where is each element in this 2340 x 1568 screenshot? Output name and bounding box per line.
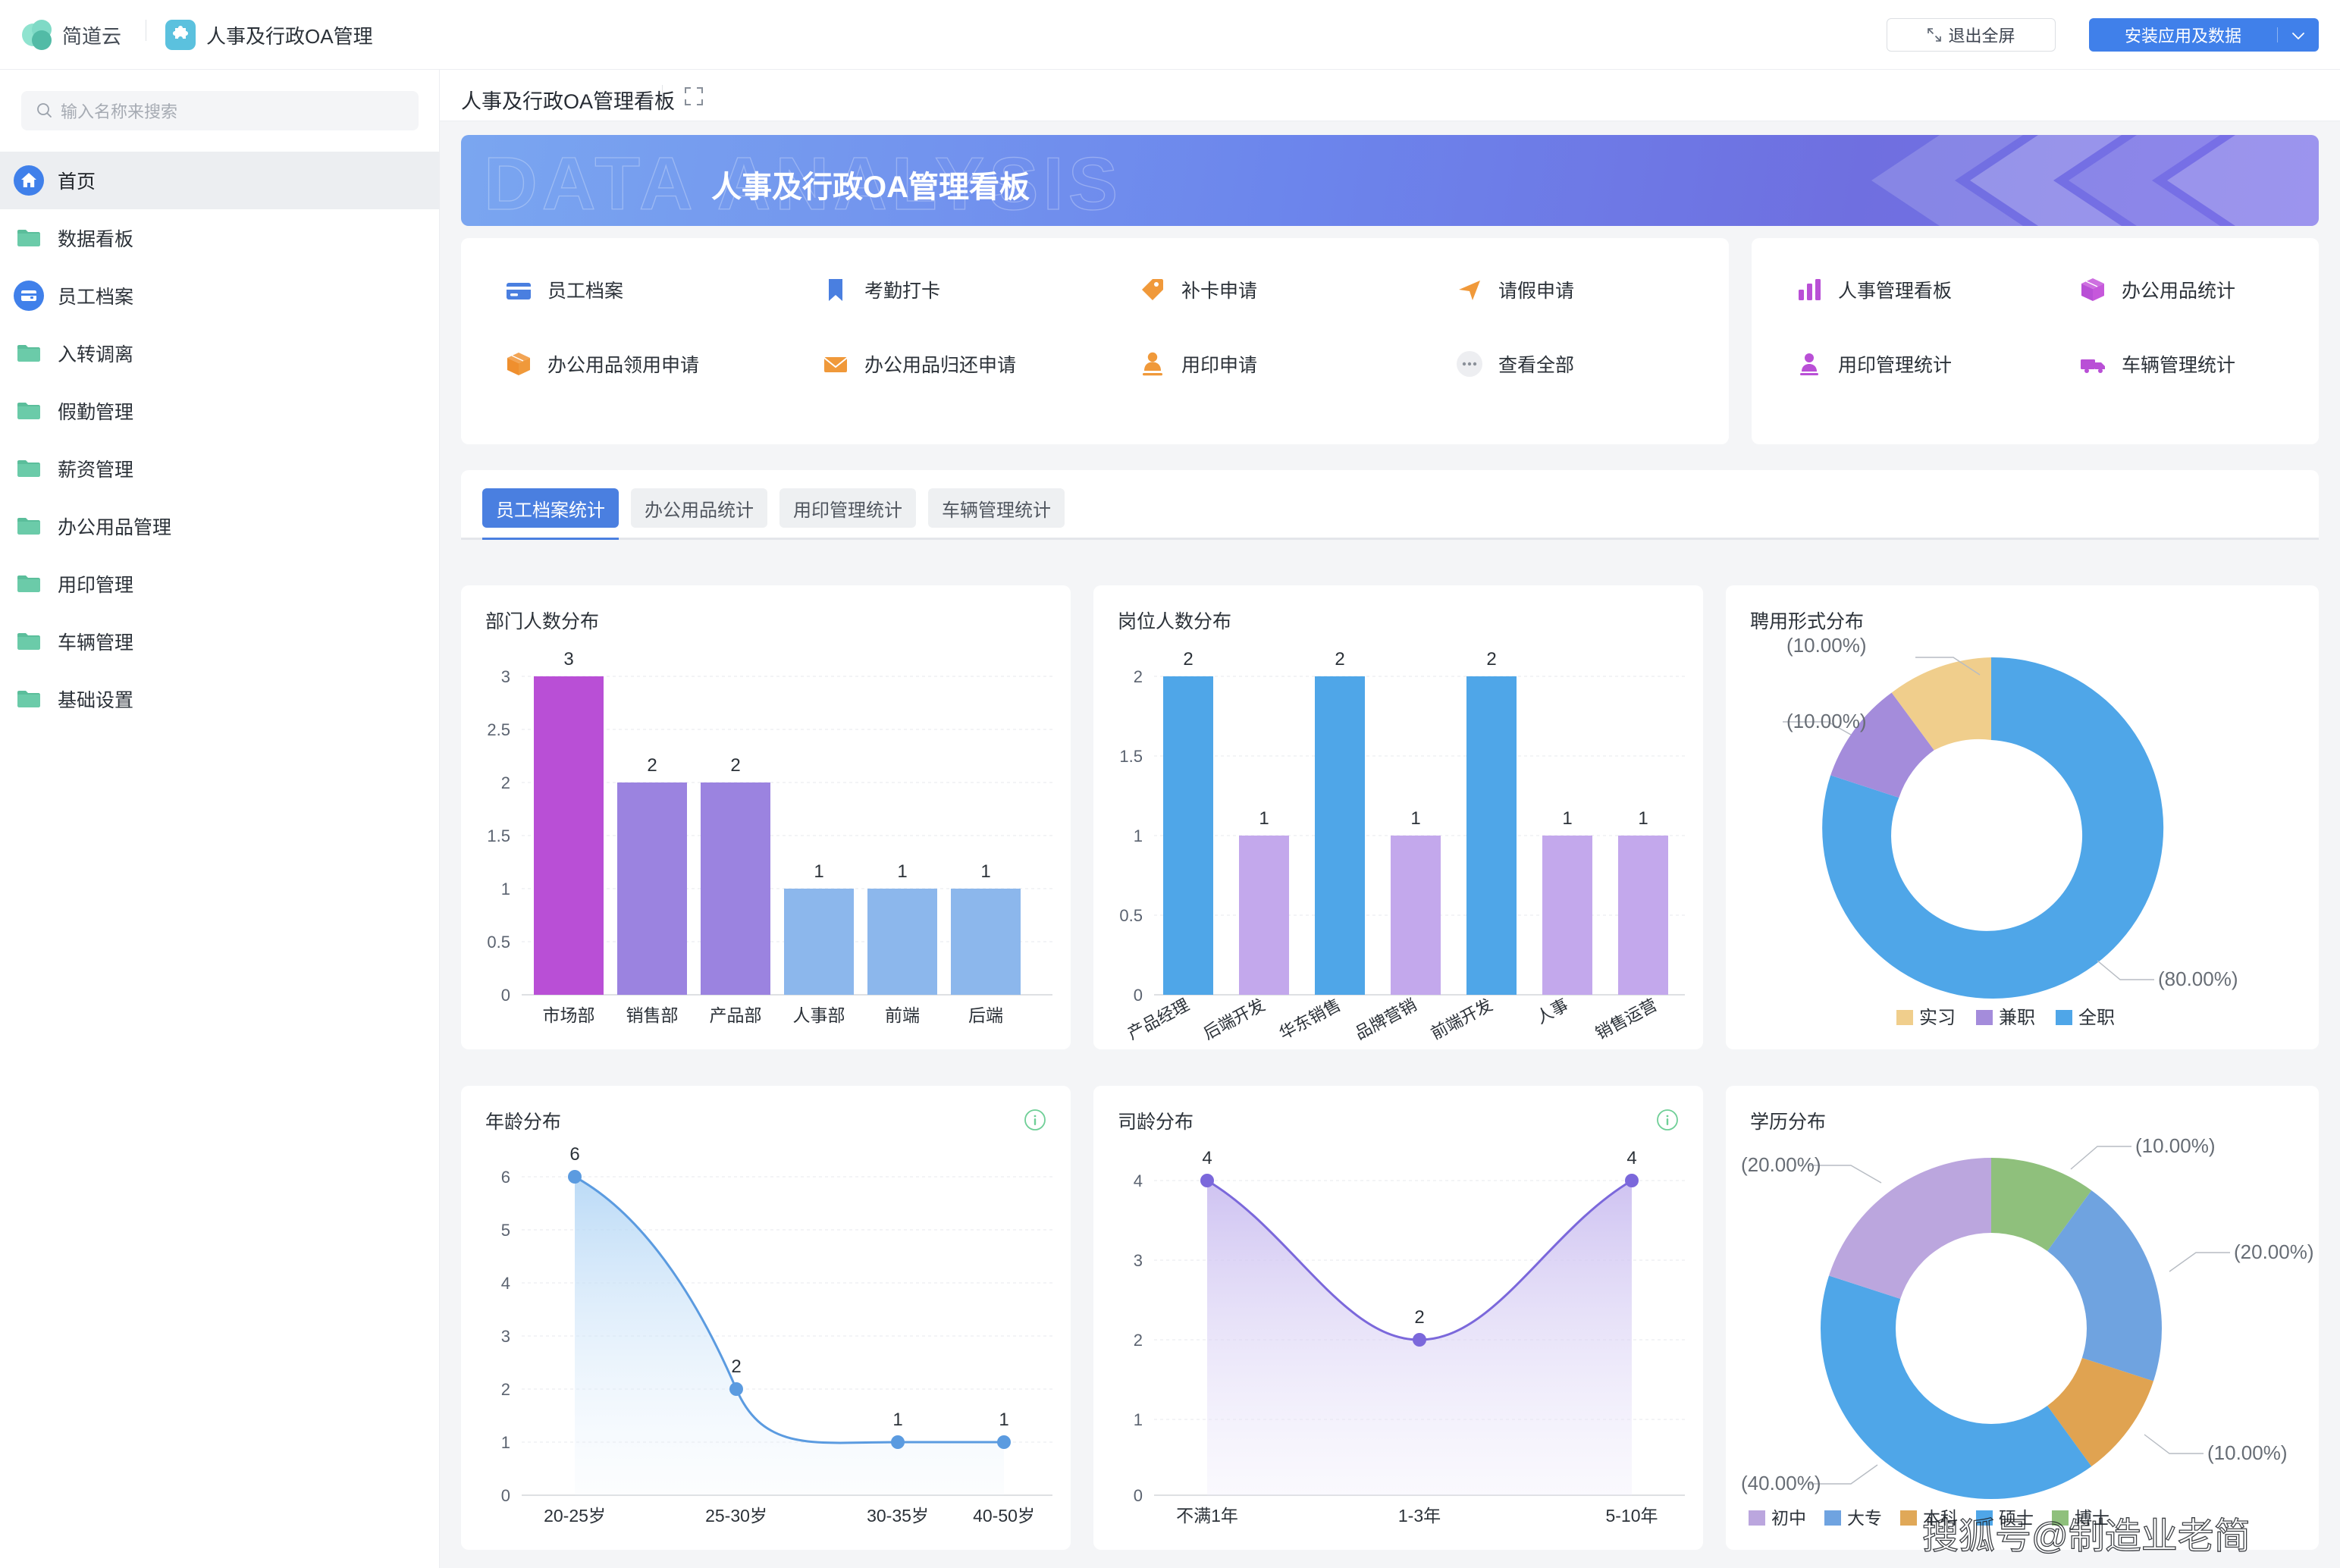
svg-text:1: 1: [1410, 808, 1420, 829]
svg-text:(40.00%): (40.00%): [1741, 1472, 1821, 1494]
svg-text:0.5: 0.5: [487, 933, 510, 952]
svg-text:销售运营: 销售运营: [1592, 995, 1660, 1040]
svg-text:2: 2: [730, 755, 740, 776]
svg-text:5-10年: 5-10年: [1605, 1506, 1658, 1526]
svg-text:2: 2: [647, 755, 657, 776]
svg-text:2: 2: [1183, 649, 1193, 670]
svg-text:1: 1: [501, 1433, 510, 1452]
svg-text:后端: 后端: [968, 1005, 1003, 1025]
svg-text:初中: 初中: [1771, 1508, 1806, 1526]
svg-text:2: 2: [1134, 667, 1143, 686]
svg-text:4: 4: [1626, 1148, 1636, 1168]
svg-text:3: 3: [563, 649, 573, 670]
svg-text:6: 6: [569, 1144, 579, 1165]
svg-text:1: 1: [1134, 1410, 1143, 1429]
svg-text:1: 1: [1562, 808, 1572, 829]
svg-text:2: 2: [1486, 649, 1496, 670]
svg-text:(80.00%): (80.00%): [2158, 967, 2238, 990]
svg-text:兼职: 兼职: [1999, 1008, 2035, 1025]
svg-text:3: 3: [501, 1327, 510, 1346]
svg-text:2: 2: [501, 773, 510, 792]
svg-text:(10.00%): (10.00%): [1786, 634, 1867, 657]
svg-text:40-50岁: 40-50岁: [973, 1506, 1035, 1526]
svg-text:全职: 全职: [2078, 1008, 2115, 1025]
svg-text:(10.00%): (10.00%): [2207, 1441, 2288, 1464]
svg-text:不满1年: 不满1年: [1176, 1506, 1238, 1526]
svg-text:6: 6: [501, 1168, 510, 1187]
svg-text:本科: 本科: [1923, 1508, 1958, 1526]
svg-text:25-30岁: 25-30岁: [705, 1506, 767, 1526]
svg-text:后端开发: 后端开发: [1200, 995, 1268, 1040]
svg-text:1: 1: [999, 1410, 1008, 1430]
svg-text:大专: 大专: [1847, 1508, 1882, 1526]
svg-text:0: 0: [501, 1486, 510, 1505]
svg-text:前端开发: 前端开发: [1428, 995, 1495, 1040]
svg-text:2: 2: [731, 1356, 741, 1377]
svg-text:0: 0: [1134, 986, 1143, 1005]
svg-text:1-3年: 1-3年: [1398, 1506, 1441, 1526]
svg-text:博士: 博士: [2075, 1508, 2109, 1526]
svg-text:1: 1: [1134, 826, 1143, 845]
svg-text:3: 3: [1134, 1251, 1143, 1270]
svg-text:0: 0: [1134, 1486, 1143, 1505]
svg-text:0: 0: [501, 986, 510, 1005]
svg-text:1: 1: [892, 1410, 902, 1430]
svg-text:产品部: 产品部: [710, 1005, 762, 1025]
svg-text:(20.00%): (20.00%): [1741, 1153, 1821, 1176]
svg-text:2: 2: [1134, 1331, 1143, 1350]
svg-text:0.5: 0.5: [1119, 906, 1143, 925]
svg-text:1.5: 1.5: [487, 826, 510, 845]
svg-text:品牌营销: 品牌营销: [1352, 995, 1419, 1040]
svg-text:1: 1: [814, 861, 823, 882]
svg-text:人事: 人事: [1533, 995, 1572, 1027]
svg-text:人事部: 人事部: [793, 1005, 845, 1025]
svg-text:销售部: 销售部: [626, 1005, 679, 1025]
svg-text:(20.00%): (20.00%): [2234, 1240, 2314, 1263]
svg-text:2: 2: [1414, 1307, 1424, 1328]
svg-text:前端: 前端: [885, 1005, 920, 1025]
svg-text:实习: 实习: [1919, 1008, 1956, 1025]
svg-text:2: 2: [501, 1380, 510, 1399]
svg-text:4: 4: [501, 1274, 510, 1293]
svg-text:2.5: 2.5: [487, 720, 510, 739]
svg-text:1: 1: [980, 861, 990, 882]
svg-text:(10.00%): (10.00%): [1786, 710, 1867, 732]
svg-text:5: 5: [501, 1221, 510, 1240]
svg-text:4: 4: [1202, 1148, 1212, 1168]
svg-text:1: 1: [897, 861, 907, 882]
svg-text:1: 1: [1638, 808, 1648, 829]
svg-text:华东销售: 华东销售: [1276, 995, 1344, 1040]
svg-text:硕士: 硕士: [1999, 1508, 2034, 1526]
svg-text:1: 1: [501, 880, 510, 898]
svg-text:3: 3: [501, 667, 510, 686]
svg-text:30-35岁: 30-35岁: [867, 1506, 929, 1526]
svg-text:(10.00%): (10.00%): [2135, 1134, 2216, 1157]
svg-text:1: 1: [1259, 808, 1269, 829]
svg-text:4: 4: [1134, 1171, 1143, 1190]
svg-text:市场部: 市场部: [543, 1005, 595, 1025]
svg-text:20-25岁: 20-25岁: [544, 1506, 606, 1526]
svg-text:2: 2: [1335, 649, 1344, 670]
svg-text:1.5: 1.5: [1119, 747, 1143, 766]
